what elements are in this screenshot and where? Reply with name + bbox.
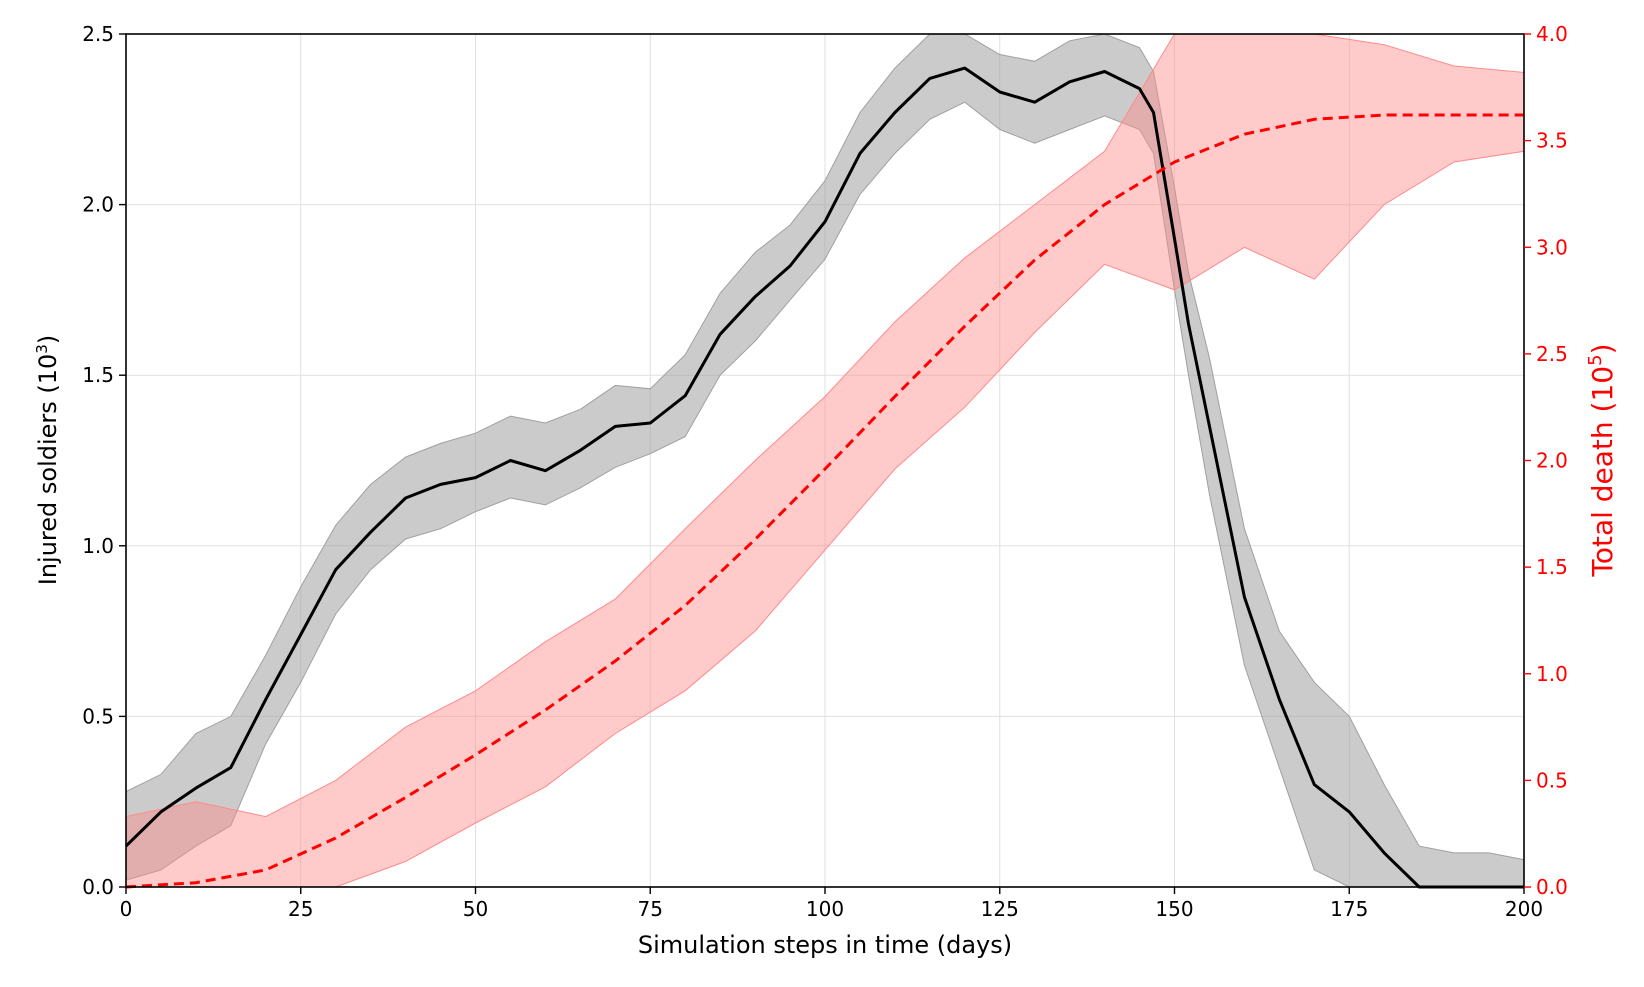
y2-axis-label-close: ) xyxy=(1586,343,1619,354)
y2-tick-label: 0.0 xyxy=(1536,875,1568,899)
y2-tick-label: 2.0 xyxy=(1536,449,1568,473)
y-axis-label-exponent: 3 xyxy=(33,344,51,354)
injured-soldiers-line xyxy=(124,66,1524,889)
y-axis-label-close: ) xyxy=(34,335,62,344)
series-lines xyxy=(124,66,1524,889)
x-tick-label: 25 xyxy=(288,897,313,921)
y-axis-label: Injured soldiers (103) xyxy=(33,335,62,585)
x-tick-label: 125 xyxy=(981,897,1019,921)
total-death-line xyxy=(125,113,1524,889)
y2-tick-label: 4.0 xyxy=(1536,22,1568,46)
y-tick-label: 0.0 xyxy=(82,875,114,899)
y-tick-label: 2.0 xyxy=(82,193,114,217)
x-tick-label: 100 xyxy=(806,897,844,921)
y2-tick-label: 1.0 xyxy=(1536,662,1568,686)
y2-tick-label: 3.0 xyxy=(1536,235,1568,259)
x-tick-label: 50 xyxy=(463,897,488,921)
x-tick-label: 175 xyxy=(1330,897,1368,921)
y2-tick-label: 2.5 xyxy=(1536,342,1568,366)
x-axis-label: Simulation steps in time (days) xyxy=(638,931,1012,959)
y2-tick-label: 3.5 xyxy=(1536,129,1568,153)
x-tick-label: 150 xyxy=(1155,897,1193,921)
y-tick-label: 2.5 xyxy=(82,22,114,46)
y-axis-label-text: Injured soldiers (10 xyxy=(34,354,62,586)
x-tick-label: 75 xyxy=(638,897,663,921)
y2-tick-label: 0.5 xyxy=(1536,768,1568,792)
x-tick-label: 200 xyxy=(1505,897,1543,921)
y2-axis-label-exponent: 5 xyxy=(1585,354,1606,365)
x-tick-label: 0 xyxy=(120,897,133,921)
y-tick-label: 1.0 xyxy=(82,534,114,558)
axis-ticks: 0 25 50 75 100 125 150 175 2000.00.51.01.52.02.5… xyxy=(82,22,1568,921)
y2-axis-label: Total death (105) xyxy=(1585,343,1619,577)
y-tick-label: 0.5 xyxy=(82,704,114,728)
y2-axis-label-text: Total death (10 xyxy=(1586,366,1619,578)
y2-tick-label: 1.5 xyxy=(1536,555,1568,579)
y-tick-label: 1.5 xyxy=(82,363,114,387)
